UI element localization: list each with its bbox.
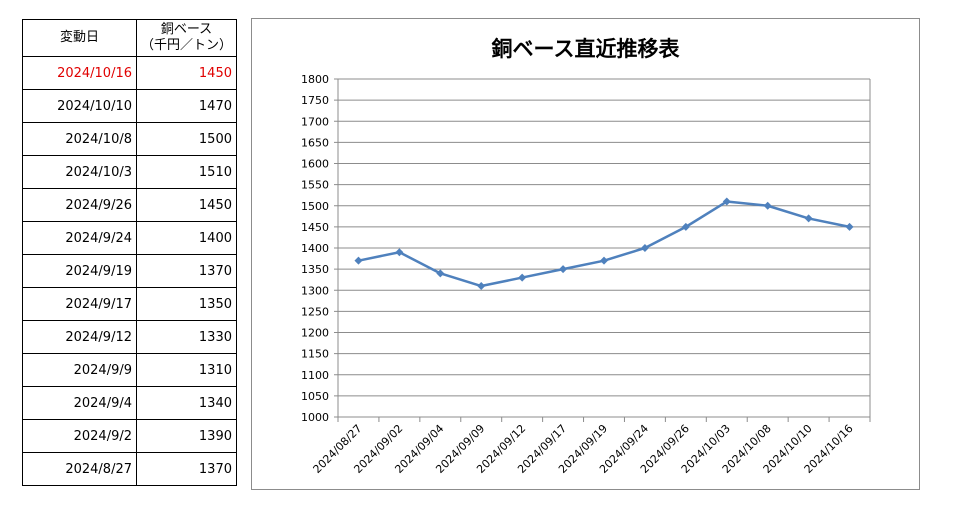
row-price: 1350 bbox=[136, 287, 237, 321]
y-tick-label: 1750 bbox=[301, 94, 329, 107]
y-tick-label: 1600 bbox=[301, 158, 329, 171]
table-row: 2024/9/9 1310 bbox=[22, 353, 237, 387]
y-tick-label: 1500 bbox=[301, 200, 329, 213]
row-date: 2024/9/12 bbox=[22, 320, 137, 354]
table-row: 2024/8/27 1370 bbox=[22, 452, 237, 486]
row-date: 2024/9/2 bbox=[22, 419, 137, 453]
row-price: 1510 bbox=[136, 155, 237, 189]
row-price: 1500 bbox=[136, 122, 237, 156]
y-tick-label: 1150 bbox=[301, 348, 329, 361]
row-price: 1330 bbox=[136, 320, 237, 354]
table-row: 2024/9/4 1340 bbox=[22, 386, 237, 420]
data-point bbox=[845, 222, 854, 231]
table-row: 2024/10/3 1510 bbox=[22, 155, 237, 189]
y-tick-label: 1550 bbox=[301, 179, 329, 192]
y-tick-label: 1700 bbox=[301, 115, 329, 128]
header-date: 変動日 bbox=[22, 19, 137, 57]
table-header-row: 変動日 銅ベース （千円／トン） bbox=[22, 19, 237, 57]
y-tick-label: 1400 bbox=[301, 242, 329, 255]
row-date: 2024/9/9 bbox=[22, 353, 137, 387]
y-tick-label: 1200 bbox=[301, 327, 329, 340]
data-point bbox=[477, 282, 486, 291]
row-price: 1450 bbox=[136, 188, 237, 222]
row-price: 1390 bbox=[136, 419, 237, 453]
row-date: 2024/10/3 bbox=[22, 155, 137, 189]
table-row: 2024/10/16 1450 bbox=[22, 56, 237, 90]
y-tick-label: 1050 bbox=[301, 390, 329, 403]
table-row: 2024/9/24 1400 bbox=[22, 221, 237, 255]
data-point bbox=[640, 244, 649, 252]
line-chart: 1000 1050 1100 1150 1200 1250 1300 1350 1400 1450… bbox=[301, 73, 871, 476]
table-row: 2024/10/10 1470 bbox=[22, 89, 237, 123]
row-date: 2024/9/4 bbox=[22, 386, 137, 420]
row-date: 2024/9/19 bbox=[22, 254, 137, 288]
table-row: 2024/9/12 1330 bbox=[22, 320, 237, 354]
row-date: 2024/10/8 bbox=[22, 122, 137, 156]
row-date: 2024/9/24 bbox=[22, 221, 137, 255]
header-price: 銅ベース （千円／トン） bbox=[136, 19, 237, 57]
data-point bbox=[681, 222, 690, 231]
y-tick-label: 1300 bbox=[301, 284, 329, 297]
y-tick-label: 1100 bbox=[301, 369, 329, 382]
row-date: 2024/9/26 bbox=[22, 188, 137, 222]
row-date: 2024/10/10 bbox=[22, 89, 137, 123]
y-tick-label: 1650 bbox=[301, 136, 329, 149]
data-point bbox=[354, 256, 363, 265]
y-tick-label: 1250 bbox=[301, 305, 329, 318]
data-point bbox=[518, 273, 527, 282]
data-point bbox=[722, 197, 731, 206]
row-date: 2024/9/17 bbox=[22, 287, 137, 321]
y-tick-label: 1450 bbox=[301, 221, 329, 234]
data-point bbox=[804, 214, 813, 223]
row-date: 2024/10/16 bbox=[22, 56, 137, 90]
chart-title: 銅ベース直近推移表 bbox=[491, 37, 680, 61]
series-line bbox=[358, 200, 850, 288]
row-price: 1470 bbox=[136, 89, 237, 123]
row-date: 2024/8/27 bbox=[22, 452, 137, 486]
data-point bbox=[436, 269, 445, 278]
data-point bbox=[559, 265, 568, 274]
table-row: 2024/10/8 1500 bbox=[22, 122, 237, 156]
table-row: 2024/9/2 1390 bbox=[22, 419, 237, 453]
row-price: 1370 bbox=[136, 254, 237, 288]
price-table: 変動日 銅ベース （千円／トン） 2024/10/16 1450 2024/10/1… bbox=[22, 19, 237, 486]
table-row: 2024/9/26 1450 bbox=[22, 188, 237, 222]
table-row: 2024/9/19 1370 bbox=[22, 254, 237, 288]
y-tick-label: 1800 bbox=[301, 73, 329, 86]
data-point bbox=[763, 201, 772, 210]
table-row: 2024/9/17 1350 bbox=[22, 287, 237, 321]
row-price: 1450 bbox=[136, 56, 237, 90]
y-tick-label: 1350 bbox=[301, 263, 329, 276]
y-tick-label: 1000 bbox=[301, 411, 329, 424]
data-point bbox=[395, 248, 404, 257]
row-price: 1310 bbox=[136, 353, 237, 387]
row-price: 1370 bbox=[136, 452, 237, 486]
chart-frame: 銅ベース直近推移表 1000 1050 1100 1150 1200 1250 1300 13… bbox=[251, 18, 920, 490]
row-price: 1340 bbox=[136, 386, 237, 420]
data-point bbox=[600, 256, 608, 265]
row-price: 1400 bbox=[136, 221, 237, 255]
